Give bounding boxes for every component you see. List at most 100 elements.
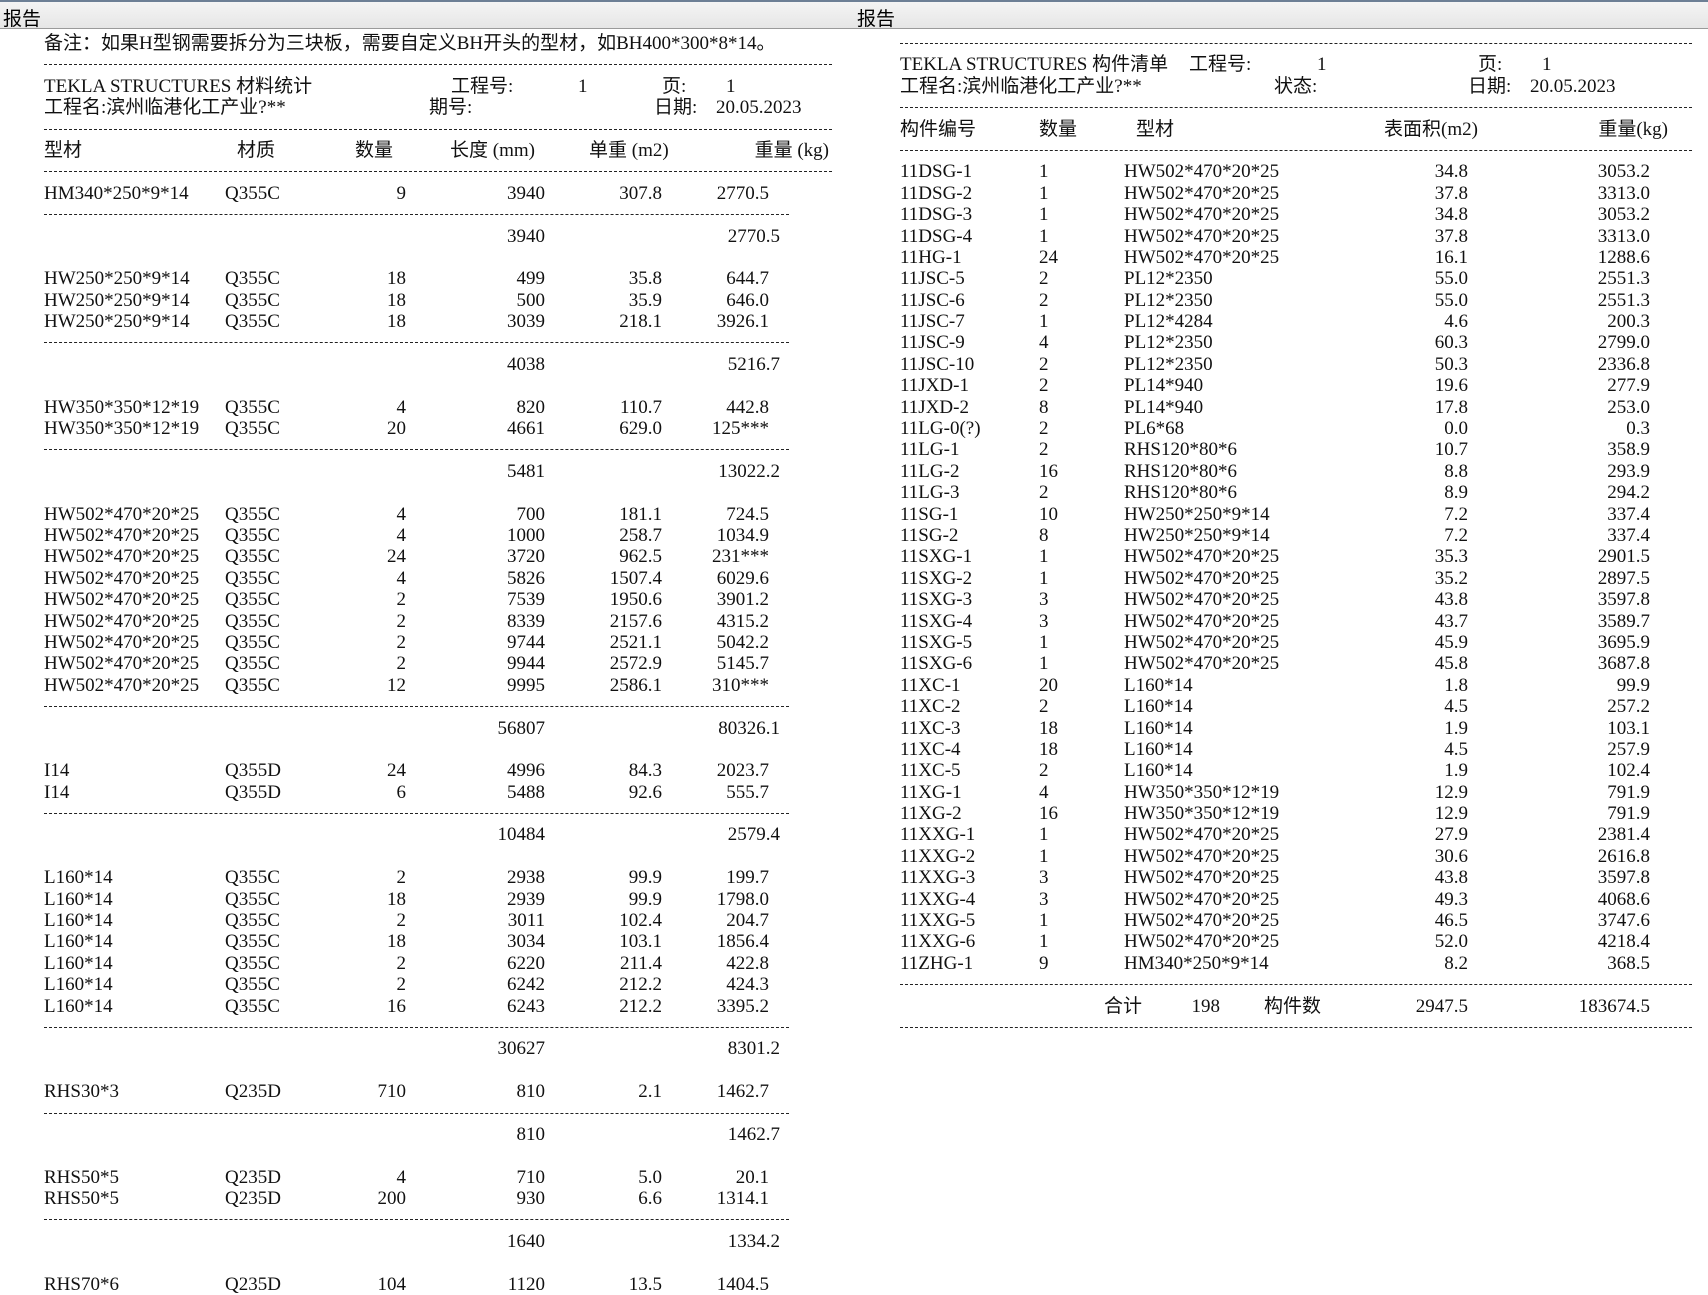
quantity: 4: [1039, 332, 1049, 354]
quantity: 2: [396, 631, 407, 653]
quantity: 12: [387, 674, 406, 696]
total-label: 合计: [1104, 995, 1143, 1017]
weight: 791.9: [1607, 803, 1650, 825]
surface-area: 37.8: [1434, 225, 1468, 247]
unit-weight: 92.6: [628, 781, 662, 803]
table-row: HW502*470*20*25 Q355C 2 8339 2157.6 4315.2: [0, 611, 854, 632]
weight: 3395.2: [716, 995, 769, 1017]
surface-area: 1.8: [1444, 674, 1468, 696]
length: 810: [516, 1081, 546, 1103]
dashed-divider: [44, 1026, 789, 1028]
assembly-id: 11XC-5: [900, 760, 961, 782]
surface-area: 60.3: [1434, 332, 1468, 354]
profile: HW350*350*12*19: [1124, 781, 1280, 803]
profile: PL14*940: [1124, 396, 1204, 418]
surface-area: 17.8: [1434, 396, 1468, 418]
assembly-id: 11XXG-5: [900, 910, 976, 932]
unit-weight: 5.0: [638, 1166, 662, 1188]
length: 6243: [507, 995, 545, 1017]
material: Q355C: [225, 524, 280, 546]
assembly-id: 11SXG-3: [900, 589, 973, 611]
profile: L160*14: [44, 952, 113, 974]
profile: HW350*350*12*19: [1124, 803, 1280, 825]
weight: 102.4: [1607, 760, 1650, 782]
surface-area: 1.9: [1444, 760, 1468, 782]
assembly-id: 11XG-1: [900, 781, 962, 803]
surface-area: 0.0: [1444, 418, 1468, 440]
weight: 257.9: [1607, 738, 1650, 760]
unit-weight: 84.3: [628, 760, 662, 782]
length: 7539: [507, 589, 545, 611]
surface-area: 35.3: [1434, 546, 1468, 568]
profile: L160*14: [44, 867, 113, 889]
subtotal-row: 4038 5216.7: [0, 354, 854, 375]
table-row: 11SXG-6 1 HW502*470*20*25 45.8 3687.8: [854, 653, 1708, 674]
column-header: 构件编号: [900, 118, 977, 140]
dashed-divider: [900, 149, 1692, 151]
surface-area: 10.7: [1434, 439, 1468, 461]
unit-weight: 1507.4: [609, 567, 662, 589]
date-label: 日期:: [1468, 75, 1512, 97]
quantity: 2: [1039, 439, 1049, 461]
material: Q355C: [225, 546, 280, 568]
table-row: 11XC-1 20 L160*14 1.8 99.9: [854, 675, 1708, 696]
table-row: 11SG-1 10 HW250*250*9*14 7.2 337.4: [854, 504, 1708, 525]
weight: 1314.1: [716, 1188, 769, 1210]
profile: HW502*470*20*25: [44, 503, 200, 525]
quantity: 4: [396, 503, 407, 525]
subtotal-weight: 8301.2: [727, 1038, 780, 1060]
table-row: L160*14 Q355C 18 2939 99.9 1798.0: [0, 889, 854, 910]
unit-weight: 2521.1: [609, 631, 662, 653]
assembly-id: 11LG-1: [900, 439, 960, 461]
profile: HW502*470*20*25: [1124, 161, 1280, 183]
quantity: 9: [1039, 952, 1049, 974]
unit-weight: 212.2: [619, 995, 662, 1017]
surface-area: 43.8: [1434, 867, 1468, 889]
quantity: 18: [1039, 738, 1058, 760]
surface-area: 49.3: [1434, 888, 1468, 910]
profile: L160*14: [44, 931, 113, 953]
subtotal-length: 3940: [507, 225, 545, 247]
weight: 555.7: [726, 781, 769, 803]
report-line: TEKLA STRUCTURES 构件清单 工程号: 1 页: 1: [854, 54, 1708, 75]
weight: 3589.7: [1597, 610, 1650, 632]
subtotal-length: 56807: [497, 717, 546, 739]
assembly-id: 11JSC-10: [900, 353, 975, 375]
weight: 3901.2: [716, 589, 769, 611]
table-row: 11SXG-5 1 HW502*470*20*25 45.9 3695.9: [854, 632, 1708, 653]
table-row: 11LG-1 2 RHS120*80*6 10.7 358.9: [854, 439, 1708, 460]
unit-weight: 962.5: [619, 546, 662, 568]
table-row: 11SXG-1 1 HW502*470*20*25 35.3 2901.5: [854, 546, 1708, 567]
weight: 3747.6: [1597, 910, 1650, 932]
weight: 3053.2: [1597, 161, 1650, 183]
table-row: HW350*350*12*19 Q355C 20 4661 629.0 125***: [0, 418, 854, 439]
unit-weight: 1950.6: [609, 589, 662, 611]
dashed-divider: [44, 1112, 789, 1114]
assembly-id: 11HG-1: [900, 246, 962, 268]
weight: 20.1: [735, 1166, 769, 1188]
total-weight: 183674.5: [1578, 995, 1650, 1017]
table-row: I14 Q355D 6 5488 92.6 555.7: [0, 782, 854, 803]
table-row: L160*14 Q355C 2 6220 211.4 422.8: [0, 953, 854, 974]
profile: L160*14: [1124, 738, 1193, 760]
right-window-titlebar: 报告: [854, 0, 1708, 30]
quantity: 1: [1039, 225, 1049, 247]
total-quantity: 198: [1191, 995, 1221, 1017]
quantity: 4: [396, 567, 407, 589]
profile: HW502*470*20*25: [1124, 225, 1280, 247]
weight: 724.5: [726, 503, 769, 525]
table-row: HW502*470*20*25 Q355C 4 700 181.1 724.5: [0, 504, 854, 525]
weight: 422.8: [726, 952, 769, 974]
weight: 337.4: [1607, 503, 1650, 525]
weight: 337.4: [1607, 524, 1650, 546]
weight: 424.3: [726, 974, 769, 996]
unit-weight: 110.7: [619, 396, 662, 418]
quantity: 8: [1039, 396, 1049, 418]
assembly-id: 11XG-2: [900, 803, 962, 825]
quantity: 2: [1039, 375, 1049, 397]
weight: 199.7: [726, 867, 769, 889]
assembly-id: 11XXG-2: [900, 845, 976, 867]
blank-line: [0, 1252, 854, 1273]
profile: PL12*2350: [1124, 353, 1213, 375]
length: 9744: [507, 631, 545, 653]
